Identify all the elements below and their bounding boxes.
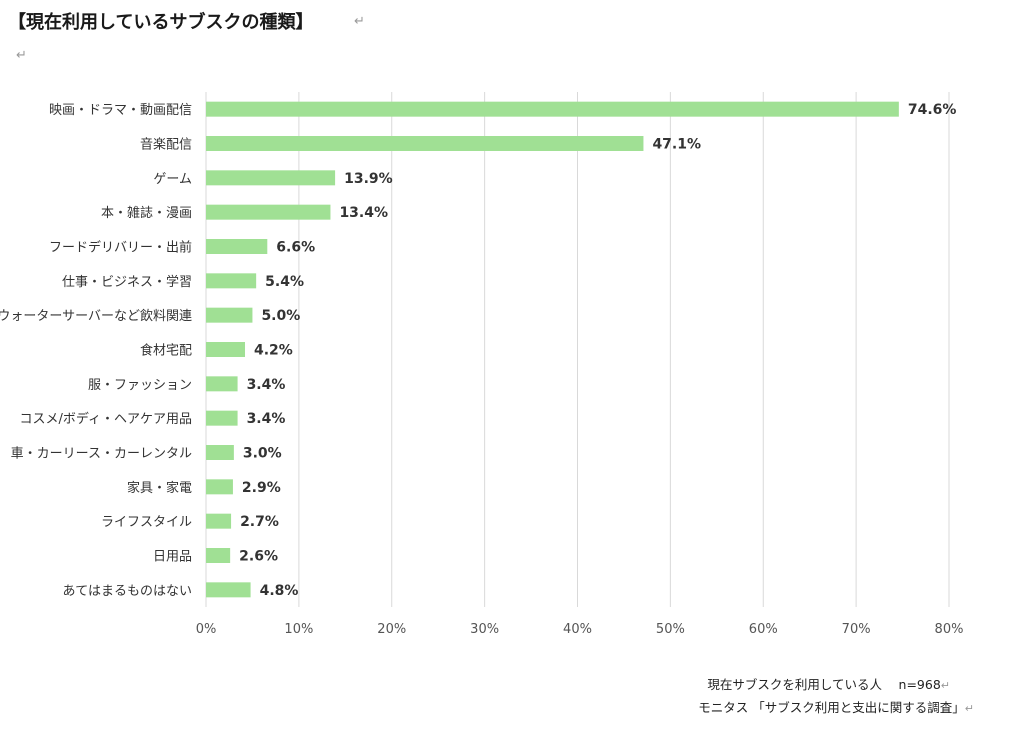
category-label: 日用品	[153, 550, 192, 565]
bar	[206, 170, 336, 186]
data-label: 5.0%	[261, 308, 300, 324]
source-text: モニタス 「サブスク利用と支出に関する調査」	[698, 700, 965, 715]
data-label: 4.2%	[254, 343, 293, 359]
x-tick-label: 50%	[656, 622, 685, 637]
x-tick-label: 10%	[284, 622, 313, 637]
category-label: 家具・家電	[127, 480, 192, 496]
data-label: 3.0%	[243, 446, 282, 462]
category-label: 映画・ドラマ・動画配信	[49, 103, 192, 118]
x-tick-label: 30%	[470, 622, 499, 637]
x-tick-label: 80%	[935, 622, 964, 637]
category-label: ゲーム	[153, 172, 192, 187]
data-label: 3.4%	[247, 377, 286, 393]
bar	[206, 548, 231, 563]
return-mark-icon: ↵	[940, 679, 950, 692]
data-label: 6.6%	[276, 240, 315, 256]
category-label: 車・カーリース・カーレンタル	[11, 447, 192, 462]
bar	[206, 342, 246, 357]
bar	[206, 239, 268, 254]
bar	[206, 410, 238, 426]
bar	[206, 101, 899, 117]
bar	[206, 204, 331, 220]
return-mark-icon: ↵	[16, 48, 27, 63]
bar	[206, 376, 238, 392]
category-label: 服・ファッション	[88, 378, 192, 393]
category-label: フードデリバリー・出前	[49, 240, 192, 256]
bar	[206, 273, 257, 289]
category-label: 食材宅配	[140, 343, 192, 359]
bar	[206, 136, 644, 151]
x-tick-label: 70%	[842, 622, 871, 637]
data-label: 74.6%	[908, 102, 957, 118]
x-tick-label: 20%	[377, 622, 406, 637]
category-label: 仕事・ビジネス・学習	[62, 274, 192, 290]
chart-title: 【現在利用しているサブスクの種類】	[8, 12, 314, 33]
data-label: 13.9%	[344, 171, 393, 187]
respondents-text: 現在サブスクを利用している人 n=968	[707, 677, 941, 692]
respondents-note: 現在サブスクを利用している人 n=968↵	[707, 674, 950, 693]
data-label: 3.4%	[247, 411, 286, 427]
data-label: 13.4%	[339, 205, 388, 221]
source-note: モニタス 「サブスク利用と支出に関する調査」↵	[698, 697, 974, 716]
bar	[206, 307, 253, 323]
return-mark-icon: ↵	[354, 14, 365, 29]
x-tick-label: 40%	[563, 622, 592, 637]
category-label: あてはまるものはない	[63, 584, 192, 599]
x-tick-label: 0%	[196, 622, 217, 637]
data-label: 5.4%	[265, 274, 304, 290]
data-label: 2.6%	[239, 549, 278, 565]
return-mark-icon: ↵	[964, 702, 974, 715]
bar	[206, 513, 232, 529]
category-label: ウォーターサーバーなど飲料関連	[0, 308, 192, 324]
data-label: 4.8%	[260, 583, 299, 599]
category-label: ライフスタイル	[101, 515, 192, 530]
bar	[206, 479, 233, 495]
category-label: 音楽配信	[140, 137, 192, 153]
bar-chart: 0% 10% 20% 30% 40% 50% 60% 70% 80% 映画・ドラマ・動画配信 74.…	[0, 92, 964, 637]
category-label: コスメ/ボディ・ヘアケア用品	[20, 411, 192, 427]
bar	[206, 582, 251, 598]
data-label: 47.1%	[652, 137, 701, 153]
data-label: 2.9%	[242, 480, 281, 496]
category-label: 本・雑誌・漫画	[101, 205, 192, 221]
bar	[206, 445, 234, 460]
data-label: 2.7%	[240, 514, 279, 530]
x-tick-label: 60%	[749, 622, 778, 637]
